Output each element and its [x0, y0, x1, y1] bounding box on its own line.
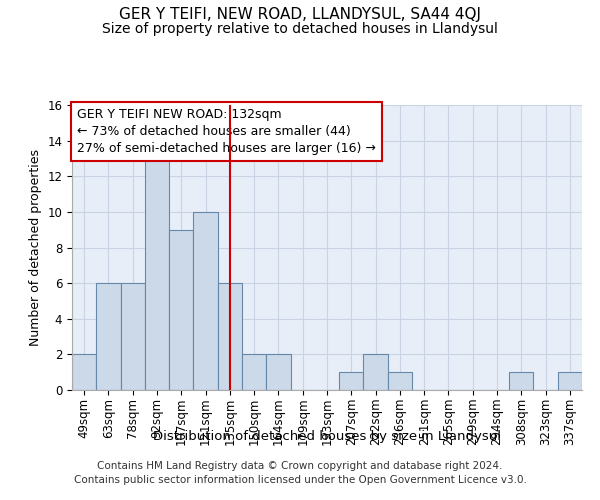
Bar [169, 230, 193, 390]
Bar [242, 354, 266, 390]
Bar [339, 372, 364, 390]
Bar [218, 283, 242, 390]
Y-axis label: Number of detached properties: Number of detached properties [29, 149, 42, 346]
Bar [266, 354, 290, 390]
Bar [193, 212, 218, 390]
Bar [96, 283, 121, 390]
Text: Size of property relative to detached houses in Llandysul: Size of property relative to detached ho… [102, 22, 498, 36]
Text: Distribution of detached houses by size in Llandysul: Distribution of detached houses by size … [153, 430, 501, 443]
Bar [509, 372, 533, 390]
Bar [364, 354, 388, 390]
Text: Contains HM Land Registry data © Crown copyright and database right 2024.
Contai: Contains HM Land Registry data © Crown c… [74, 461, 526, 485]
Text: GER Y TEIFI, NEW ROAD, LLANDYSUL, SA44 4QJ: GER Y TEIFI, NEW ROAD, LLANDYSUL, SA44 4… [119, 8, 481, 22]
Bar [72, 354, 96, 390]
Bar [145, 158, 169, 390]
Text: GER Y TEIFI NEW ROAD: 132sqm
← 73% of detached houses are smaller (44)
27% of se: GER Y TEIFI NEW ROAD: 132sqm ← 73% of de… [77, 108, 376, 155]
Bar [121, 283, 145, 390]
Bar [388, 372, 412, 390]
Bar [558, 372, 582, 390]
